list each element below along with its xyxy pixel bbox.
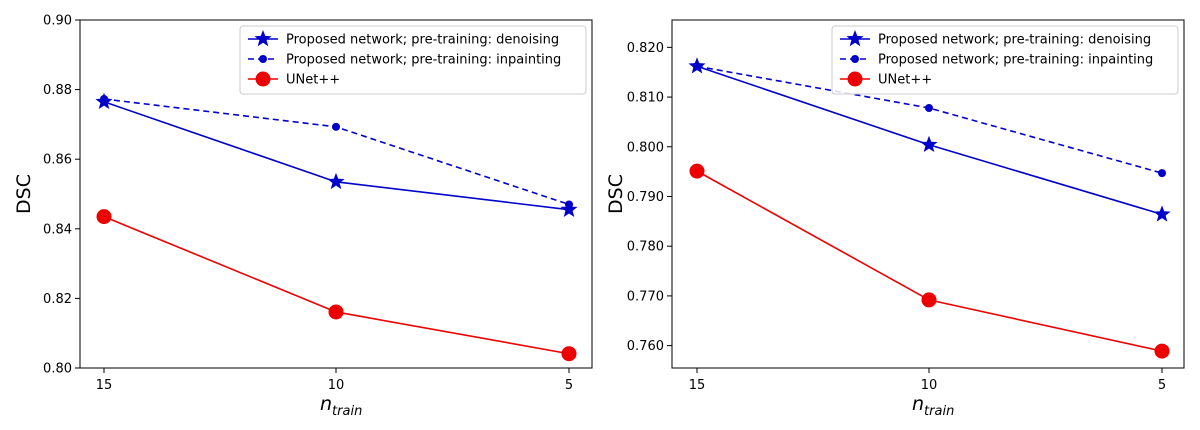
legend-label: UNet++ bbox=[878, 73, 932, 88]
legend-box bbox=[239, 25, 587, 95]
data-point bbox=[689, 163, 705, 179]
data-point bbox=[693, 62, 701, 71]
x-axis-label: ntrain bbox=[912, 393, 954, 419]
y-tick-label: 0.86 bbox=[43, 153, 72, 168]
y-tick-label: 0.780 bbox=[627, 240, 664, 255]
x-axis-label-subscript: train bbox=[332, 404, 362, 419]
legend-marker bbox=[259, 55, 267, 63]
x-tick-label: 15 bbox=[96, 378, 113, 393]
y-tick-label: 0.82 bbox=[43, 292, 72, 307]
series-2 bbox=[100, 94, 573, 209]
data-point bbox=[100, 94, 108, 103]
legend-label: UNet++ bbox=[286, 73, 340, 88]
data-point bbox=[920, 135, 938, 153]
data-point bbox=[1153, 205, 1171, 222]
x-tick-label: 5 bbox=[565, 378, 573, 393]
series-3 bbox=[689, 163, 1170, 359]
series-2 bbox=[693, 62, 1166, 178]
data-point bbox=[560, 200, 578, 217]
y-tick-label: 0.90 bbox=[43, 14, 72, 29]
x-tick-label: 15 bbox=[689, 378, 706, 393]
data-point bbox=[1154, 343, 1170, 359]
series-line bbox=[103, 101, 570, 211]
legend-label: Proposed network; pre-training: denoisin… bbox=[286, 33, 559, 48]
legend: Proposed network; pre-training: denoisin… bbox=[831, 25, 1179, 95]
x-tick-label: 5 bbox=[1158, 378, 1166, 393]
legend-marker bbox=[255, 71, 271, 87]
y-tick-label: 0.88 bbox=[43, 83, 72, 98]
x-tick-label: 10 bbox=[921, 378, 938, 393]
y-tick-label: 0.760 bbox=[627, 339, 664, 354]
data-point bbox=[1158, 169, 1166, 178]
chart-2: 0.760 0.770 0.780 0.790 0.800 0.810 0.820 15 10 5… bbox=[605, 19, 1185, 419]
series-line bbox=[696, 170, 1163, 352]
data-point bbox=[327, 172, 345, 190]
series-line bbox=[103, 98, 570, 206]
series-3 bbox=[96, 209, 577, 362]
y-axis-label: DSC bbox=[13, 174, 35, 214]
y-tick-label: 0.800 bbox=[627, 140, 664, 155]
chart-1: 0.80 0.82 0.84 0.86 0.88 0.90 15 10 5 DSC ntrain Pr… bbox=[13, 14, 593, 419]
y-tick-label: 0.84 bbox=[43, 222, 72, 237]
data-point bbox=[96, 209, 112, 225]
legend-label: Proposed network; pre-training: inpainti… bbox=[286, 53, 561, 68]
legend-box bbox=[831, 25, 1179, 95]
series-1 bbox=[95, 92, 578, 217]
x-axis-label: ntrain bbox=[320, 393, 362, 419]
legend-label: Proposed network; pre-training: denoisin… bbox=[878, 33, 1151, 48]
x-axis-label-main: n bbox=[320, 393, 332, 415]
y-tick-label: 0.820 bbox=[627, 41, 664, 56]
data-point bbox=[328, 304, 344, 320]
series-line bbox=[103, 215, 570, 355]
legend: Proposed network; pre-training: denoisin… bbox=[239, 25, 587, 95]
legend-label: Proposed network; pre-training: inpainti… bbox=[878, 53, 1153, 68]
data-point bbox=[925, 103, 933, 112]
y-tick-label: 0.770 bbox=[627, 289, 664, 304]
plot-frame bbox=[671, 19, 1185, 369]
data-point bbox=[561, 346, 577, 362]
y-tick-label: 0.810 bbox=[627, 91, 664, 106]
legend-marker bbox=[847, 71, 863, 87]
data-point bbox=[565, 200, 573, 209]
legend-marker bbox=[254, 30, 272, 47]
y-axis-label: DSC bbox=[605, 174, 627, 214]
y-tick-label: 0.790 bbox=[627, 190, 664, 205]
y-tick-label: 0.80 bbox=[43, 362, 72, 377]
data-point bbox=[921, 292, 937, 308]
legend-marker bbox=[851, 55, 859, 63]
x-axis-label-subscript: train bbox=[924, 404, 954, 419]
x-tick-label: 10 bbox=[328, 378, 345, 393]
x-axis-label-main: n bbox=[912, 393, 924, 415]
legend-marker bbox=[846, 30, 864, 47]
data-point bbox=[332, 122, 340, 131]
